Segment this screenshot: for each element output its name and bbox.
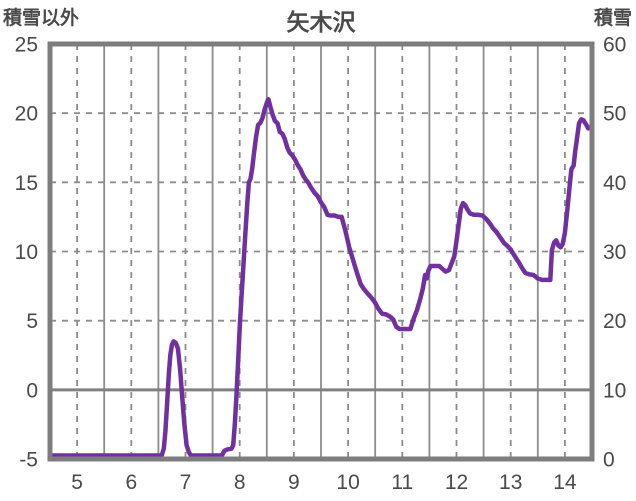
right-axis-tick-label: 0 (603, 449, 615, 472)
x-axis-tick-label: 9 (288, 471, 300, 494)
chart-title: 矢木沢 (286, 9, 356, 35)
x-axis-tick-label: 5 (71, 471, 83, 494)
x-axis-tick-label: 13 (499, 471, 522, 494)
right-axis-tick-label: 60 (603, 34, 626, 57)
right-axis-tick-label: 50 (603, 103, 626, 126)
snow-depth-line (47, 97, 595, 458)
x-axis-tick-label: 14 (553, 471, 577, 494)
left-axis-tick-label: 10 (15, 241, 38, 264)
right-axis-tick-label: 10 (603, 379, 626, 402)
left-axis-tick-label: 15 (15, 172, 38, 195)
right-axis-tick-label: 40 (603, 172, 626, 195)
right-axis-title: 積雪 (593, 8, 632, 29)
left-axis-tick-label: 20 (15, 103, 38, 126)
x-axis-tick-label: 12 (445, 471, 468, 494)
left-axis-tick-label: 5 (26, 310, 38, 333)
x-axis-tick-label: 11 (391, 471, 413, 494)
left-axis-tick-label: 0 (26, 379, 38, 402)
x-axis-tick-label: 10 (336, 471, 359, 494)
left-axis-tick-label: -5 (19, 449, 38, 472)
left-axis-tick-label: 25 (15, 34, 38, 57)
plot-border (47, 41, 595, 462)
right-axis-tick-label: 20 (603, 310, 626, 333)
x-axis-tick-label: 7 (180, 471, 192, 494)
x-axis-tick-label: 8 (234, 471, 246, 494)
left-axis-title: 積雪以外 (3, 8, 80, 29)
right-axis-tick-label: 30 (603, 241, 626, 264)
x-axis-tick-label: 6 (125, 471, 137, 494)
